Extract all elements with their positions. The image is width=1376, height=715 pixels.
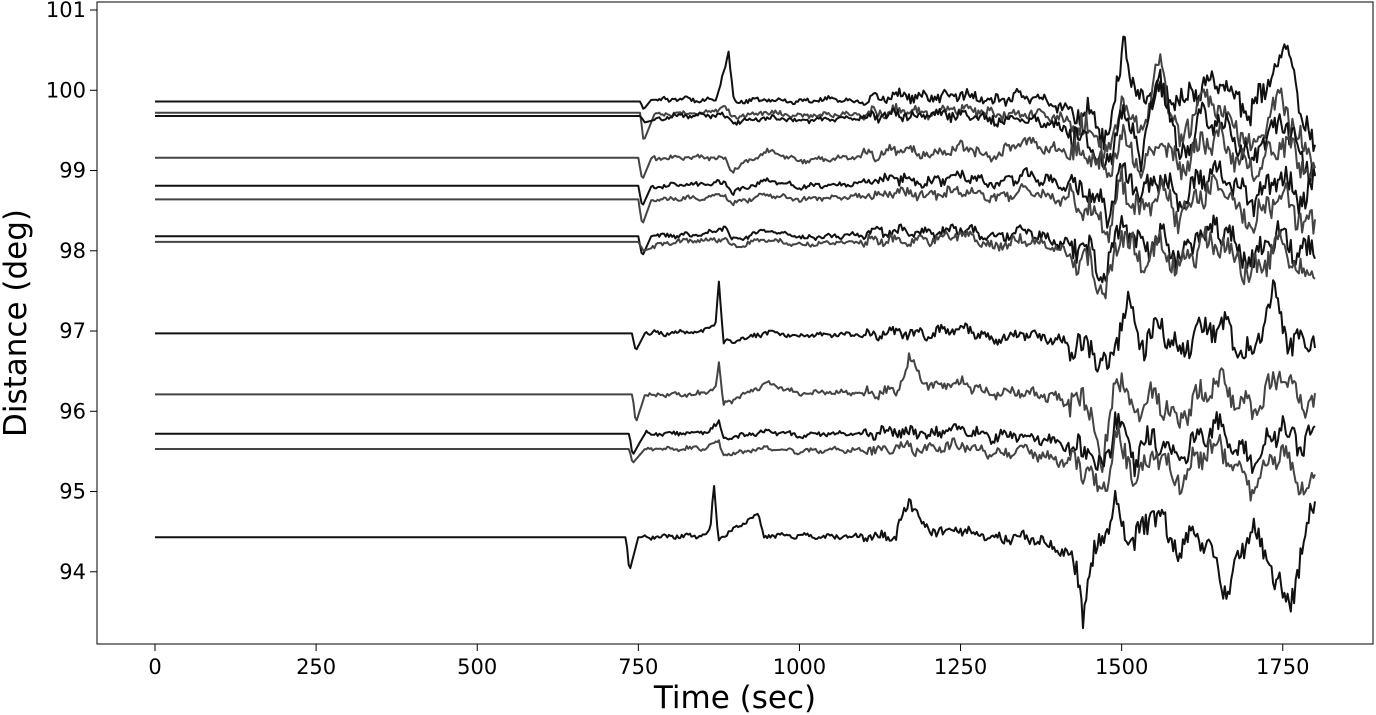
series-line-12 [155,424,1316,502]
x-tick-label: 1250 [934,655,987,679]
y-tick-label: 100 [46,78,86,102]
x-tick-label: 500 [457,655,497,679]
y-axis: 94 95 96 97 98 99 100 101 [46,0,97,584]
series-line-1 [155,35,1316,152]
x-axis: 0 250 500 750 1000 1250 1500 1750 [148,644,1310,679]
series-line-11 [155,411,1316,478]
series-line-9 [155,279,1316,373]
x-tick-label: 1750 [1256,655,1309,679]
series-line-10 [155,352,1316,473]
x-tick-label: 0 [148,655,161,679]
plot-frame [96,1,1374,645]
x-tick-label: 250 [296,655,336,679]
y-tick-label: 101 [46,0,86,22]
y-tick-label: 94 [59,560,86,584]
series-line-13 [155,485,1316,630]
x-tick-label: 1000 [773,655,826,679]
y-tick-label: 96 [59,399,86,423]
x-tick-label: 750 [618,655,658,679]
series-line-4 [155,122,1316,182]
series-line-3 [155,68,1316,183]
y-axis-title: Distance (deg) [0,209,34,437]
x-tick-label: 1500 [1095,655,1148,679]
series-line-7 [155,214,1316,284]
series-line-8 [155,225,1316,300]
y-tick-label: 99 [59,159,86,183]
y-tick-label: 98 [59,239,86,263]
x-axis-title: Time (sec) [653,680,816,715]
series-line-6 [155,166,1316,244]
series-line-2 [155,53,1316,168]
y-tick-label: 97 [59,319,86,343]
y-tick-label: 95 [59,480,86,504]
series-layer [155,35,1316,630]
